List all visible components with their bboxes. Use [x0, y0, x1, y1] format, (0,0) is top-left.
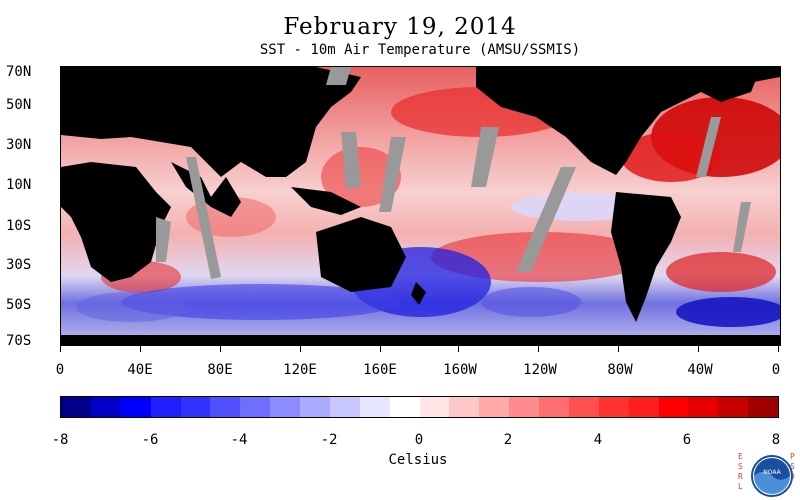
- lat-label-70n: 70N: [6, 64, 32, 80]
- lon-label-120e: 120E: [283, 362, 317, 378]
- new-zealand-land: [411, 282, 426, 305]
- lon-label-160w: 160W: [443, 362, 477, 378]
- lon-label-80w: 80W: [607, 362, 633, 378]
- colorbar-segment: [419, 397, 450, 417]
- colorbar-segment: [479, 397, 510, 417]
- colorbar-segment: [628, 397, 659, 417]
- colorbar-segment: [509, 397, 539, 417]
- colorbar-label: 8: [771, 432, 781, 448]
- sst-map-canvas: [61, 67, 780, 345]
- colorbar-label: 0: [414, 432, 424, 448]
- colorbar-label: 4: [593, 432, 603, 448]
- colorbar-segment: [688, 397, 719, 417]
- africa-land: [61, 162, 171, 282]
- indonesia-land: [291, 187, 361, 215]
- colorbar-label: 2: [503, 432, 513, 448]
- lat-label-50s: 50S: [6, 297, 32, 313]
- map-subtitle: SST - 10m Air Temperature (AMSU/SSMIS): [259, 42, 581, 58]
- lat-label-30s: 30S: [6, 257, 32, 273]
- svg-text:NOAA: NOAA: [763, 469, 781, 476]
- lon-tick: [300, 344, 301, 352]
- greenland-land: [681, 67, 761, 102]
- colorbar-label: 6: [682, 432, 692, 448]
- colorbar-label: -8: [51, 432, 69, 448]
- lon-tick: [778, 344, 779, 352]
- colorbar-segment: [449, 397, 480, 417]
- lon-tick: [698, 344, 699, 352]
- lon-label-0: 0: [55, 362, 65, 378]
- colorbar-segment: [210, 397, 241, 417]
- colorbar-segment: [359, 397, 390, 417]
- south-america-land: [611, 192, 681, 322]
- lon-label-0-east: 0: [771, 362, 781, 378]
- lon-label-160e: 160E: [363, 362, 397, 378]
- colorbar: [60, 396, 779, 418]
- lon-tick: [380, 344, 381, 352]
- colorbar-segment: [748, 397, 778, 417]
- lat-label-10n: 10N: [6, 177, 32, 193]
- antarctica-land: [61, 335, 780, 345]
- land-masses: [61, 67, 780, 345]
- lon-label-80e: 80E: [207, 362, 233, 378]
- colorbar-segment: [90, 397, 121, 417]
- colorbar-segment: [568, 397, 599, 417]
- lon-label-40e: 40E: [127, 362, 153, 378]
- colorbar-label: -2: [320, 432, 338, 448]
- australia-land: [316, 217, 406, 292]
- eurasia-land: [61, 67, 361, 177]
- colorbar-segment: [718, 397, 749, 417]
- missing-data-swaths: [156, 67, 751, 279]
- lon-tick: [140, 344, 141, 352]
- lat-label-30n: 30N: [6, 137, 32, 153]
- colorbar-segment: [598, 397, 629, 417]
- colorbar-segment: [180, 397, 211, 417]
- colorbar-title: Celsius: [388, 452, 448, 468]
- lon-label-120w: 120W: [523, 362, 557, 378]
- sst-map: [60, 66, 781, 346]
- lat-label-50n: 50N: [6, 97, 32, 113]
- colorbar-segment: [240, 397, 271, 417]
- colorbar-segment: [658, 397, 689, 417]
- colorbar-segment: [270, 397, 300, 417]
- colorbar-segment: [300, 397, 330, 417]
- colorbar-segment: [539, 397, 569, 417]
- colorbar-segment: [150, 397, 181, 417]
- lon-tick: [538, 344, 539, 352]
- colorbar-label: -6: [141, 432, 159, 448]
- colorbar-segment: [120, 397, 151, 417]
- lon-tick: [458, 344, 459, 352]
- lon-tick: [618, 344, 619, 352]
- colorbar-segment: [329, 397, 360, 417]
- north-america-land: [476, 67, 780, 175]
- lon-tick: [60, 344, 61, 352]
- colorbar-segment: [61, 397, 91, 417]
- noaa-emblem-icon: NOAA: [751, 455, 793, 497]
- india-land: [171, 162, 241, 217]
- lon-tick: [220, 344, 221, 352]
- map-title: February 19, 2014: [283, 14, 517, 40]
- lat-label-70s: 70S: [6, 333, 32, 349]
- colorbar-label: -4: [230, 432, 248, 448]
- colorbar-segment: [389, 397, 420, 417]
- lon-label-40w: 40W: [687, 362, 713, 378]
- lat-label-10s: 10S: [6, 218, 32, 234]
